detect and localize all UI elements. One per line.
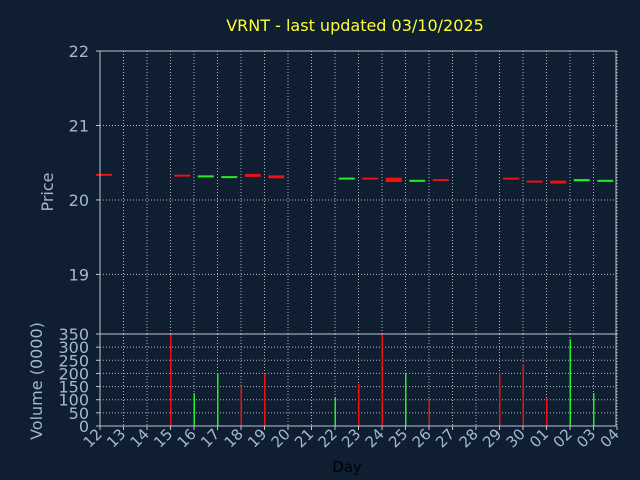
volume-tick-label: 250: [58, 351, 89, 370]
price-tick-label: 21: [69, 116, 89, 135]
chart-title: VRNT - last updated 03/10/2025: [226, 16, 484, 35]
candle-03: [597, 179, 614, 182]
volume-bar-03: [593, 393, 595, 426]
day-tick-label: 24: [362, 425, 388, 451]
day-tick-label: 29: [479, 425, 505, 451]
price-tick-label: 19: [69, 265, 89, 284]
day-tick-label: 26: [409, 425, 435, 451]
volume-bar-29: [499, 373, 501, 426]
candle-01: [550, 180, 567, 184]
volume-bar-15: [170, 334, 172, 426]
day-tick-label: 14: [127, 425, 153, 451]
day-tick-label: 02: [550, 425, 576, 451]
volume-bar-25: [405, 373, 407, 426]
candle-12: [96, 173, 112, 176]
day-tick-label: 04: [597, 425, 623, 451]
volume-panel: 0501001502002503003501213141516171819202…: [58, 325, 622, 451]
volume-bar-16: [193, 393, 195, 426]
candle-17: [221, 176, 238, 179]
volume-bar-19: [264, 373, 266, 426]
candle-25: [409, 179, 426, 182]
volume-bar-30: [522, 364, 524, 426]
price-panel: 19 20 21 22: [69, 42, 618, 335]
volume-bar-17: [217, 373, 219, 426]
volume-tick-label: 100: [58, 391, 89, 410]
candle-23: [362, 177, 379, 180]
volume-bar-23: [358, 383, 360, 426]
day-tick-label: 22: [315, 425, 341, 451]
day-tick-label: 03: [573, 425, 599, 451]
day-tick-label: 17: [197, 425, 223, 451]
volume-tick-label: 200: [58, 364, 89, 383]
candle-18: [244, 173, 261, 177]
candle-16: [197, 175, 214, 178]
price-tick-label: 22: [69, 42, 89, 61]
volume-axis-label: Volume (0000): [27, 322, 46, 440]
volume-bar-22: [334, 397, 336, 426]
day-tick-label: 23: [338, 425, 364, 451]
volume-tick-label: 0: [79, 417, 89, 436]
volume-bar-24: [381, 334, 383, 426]
candle-24: [385, 177, 402, 183]
day-tick-label: 16: [174, 425, 200, 451]
candle-26: [432, 179, 449, 182]
day-tick-label: 20: [268, 425, 294, 451]
volume-tick-label: 50: [69, 404, 89, 423]
day-tick-label: 27: [432, 425, 458, 451]
volume-bar-26: [428, 398, 430, 426]
price-axis-label: Price: [38, 172, 57, 211]
candle-19: [268, 175, 285, 179]
day-tick-label: 28: [456, 425, 482, 451]
volume-bar-01: [546, 398, 548, 426]
day-tick-label: 01: [526, 425, 552, 451]
day-tick-label: 15: [150, 425, 176, 451]
volume-tick-label: 350: [58, 325, 89, 344]
candle-30: [526, 180, 543, 183]
candle-02: [573, 179, 590, 182]
volume-bar-18: [240, 386, 242, 426]
candle-15: [174, 174, 191, 177]
volume-bar-02: [569, 339, 571, 426]
day-axis-label: Day: [332, 458, 362, 476]
volume-tick-label: 300: [58, 338, 89, 357]
day-tick-label: 18: [221, 425, 247, 451]
candle-29: [503, 177, 520, 180]
day-tick-label: 21: [291, 425, 317, 451]
candle-22: [338, 177, 355, 180]
day-tick-label: 19: [244, 425, 270, 451]
price-tick-label: 20: [69, 191, 89, 210]
day-tick-label: 30: [503, 425, 529, 451]
day-tick-label: 13: [103, 425, 129, 451]
volume-tick-label: 150: [58, 378, 89, 397]
day-tick-label: 25: [385, 425, 411, 451]
